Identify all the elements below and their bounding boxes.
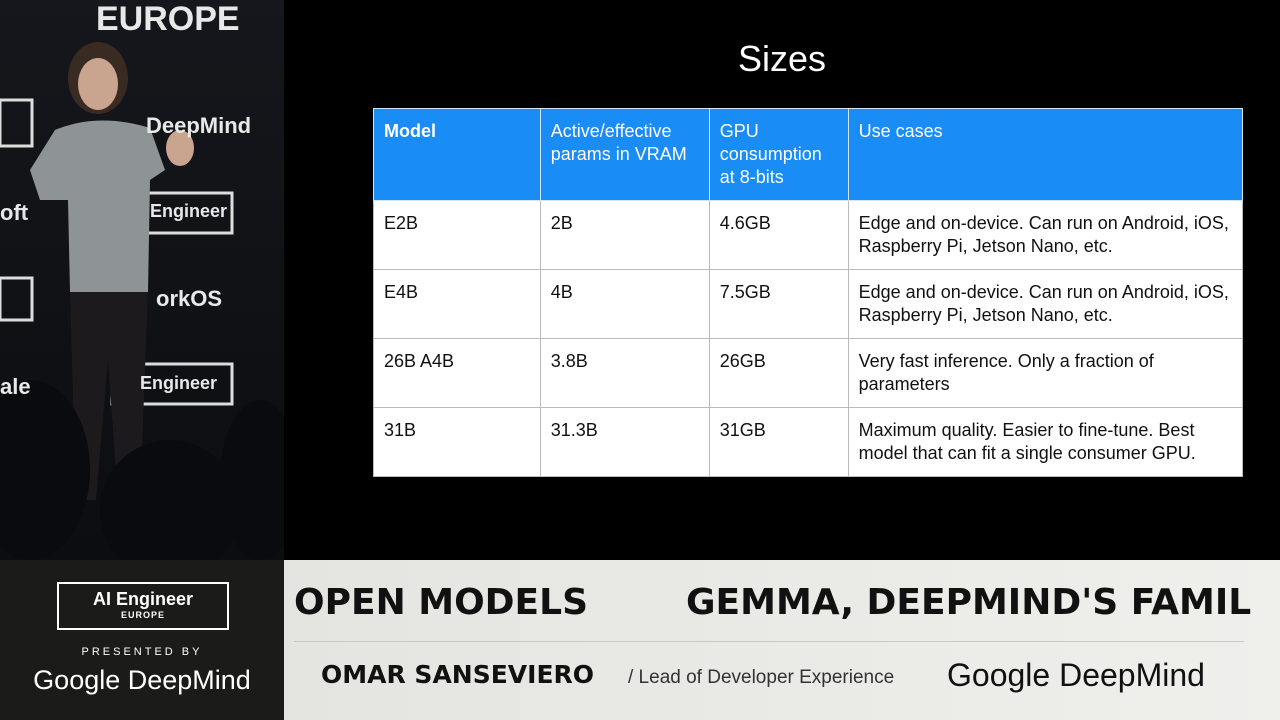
- table-body: E2B 2B 4.6GB Edge and on-device. Can run on…: [373, 200, 1244, 477]
- divider: [294, 641, 1244, 642]
- table-cell: E2B: [373, 200, 541, 270]
- sponsor: Google DeepMind: [33, 665, 251, 695]
- table-cell: 31GB: [708, 407, 849, 477]
- table-cell: Very fast inference. Only a fraction of …: [847, 338, 1244, 408]
- event-branding: AI Engineer EUROPE PRESENTED BY Google D…: [0, 560, 284, 720]
- header-cell: Use cases: [847, 108, 1244, 201]
- table-cell: E4B: [373, 269, 541, 339]
- table-cell: Edge and on-device. Can run on Android, …: [847, 269, 1244, 339]
- stage-video: EUROPE DeepMind Engineer orkOS Engineer …: [0, 0, 284, 560]
- header-cell: Model: [373, 108, 541, 201]
- table-cell: 7.5GB: [708, 269, 849, 339]
- table-cell: Edge and on-device. Can run on Android, …: [847, 200, 1244, 270]
- backdrop-text: Engineer: [150, 201, 228, 221]
- presented-by: PRESENTED BY: [81, 646, 203, 658]
- table-cell: 2B: [539, 200, 710, 270]
- event-region: EUROPE: [120, 610, 165, 620]
- speaker-role: / Lead of Developer Experience: [628, 667, 895, 688]
- table-row: E2B 2B 4.6GB Edge and on-device. Can run on…: [373, 200, 1244, 270]
- talk-title: GEMMA, DEEPMIND'S FAMIL: [686, 582, 1252, 623]
- header-row: Model Active/effective params in VRAM GPU …: [373, 108, 1244, 201]
- table-cell: 31.3B: [539, 407, 710, 477]
- header-cell: GPU consumption at 8-bits: [708, 108, 849, 201]
- lower-third: OPEN MODELS GEMMA, DEEPMIND'S FAMIL OMAR…: [284, 560, 1280, 720]
- header-cell: Active/effective params in VRAM: [539, 108, 710, 201]
- track-title: OPEN MODELS: [294, 582, 589, 623]
- speaker-name: OMAR SANSEVIERO: [321, 660, 595, 689]
- backdrop-text: Engineer: [140, 373, 218, 393]
- event-name: AI Engineer: [92, 589, 194, 609]
- table-row: E4B 4B 7.5GB Edge and on-device. Can run on…: [373, 269, 1244, 339]
- backdrop-text: orkOS: [156, 286, 223, 311]
- backdrop-text: oft: [0, 200, 29, 225]
- backdrop-text: EUROPE: [96, 0, 240, 38]
- company: Google DeepMind: [947, 657, 1205, 693]
- backdrop-text: DeepMind: [146, 113, 252, 138]
- stage-scene: [0, 42, 284, 560]
- table-cell: 3.8B: [539, 338, 710, 408]
- backdrop-text: ale: [0, 374, 31, 399]
- table-row: 26B A4B 3.8B 26GB Very fast inference. Only…: [373, 338, 1244, 408]
- table-row: 31B 31.3B 31GB Maximum quality. Easier to f…: [373, 407, 1244, 477]
- table-cell: 26B A4B: [373, 338, 541, 408]
- slide-title: Sizes: [737, 38, 827, 79]
- table-cell: 4B: [539, 269, 710, 339]
- table-cell: Maximum quality. Easier to fine-tune. Be…: [847, 407, 1244, 477]
- sizes-table: Model Active/effective params in VRAM GPU …: [373, 108, 1244, 477]
- table-cell: 31B: [373, 407, 541, 477]
- table-cell: 26GB: [708, 338, 849, 408]
- table-cell: 4.6GB: [708, 200, 849, 270]
- event-logo: AI Engineer EUROPE: [57, 582, 229, 630]
